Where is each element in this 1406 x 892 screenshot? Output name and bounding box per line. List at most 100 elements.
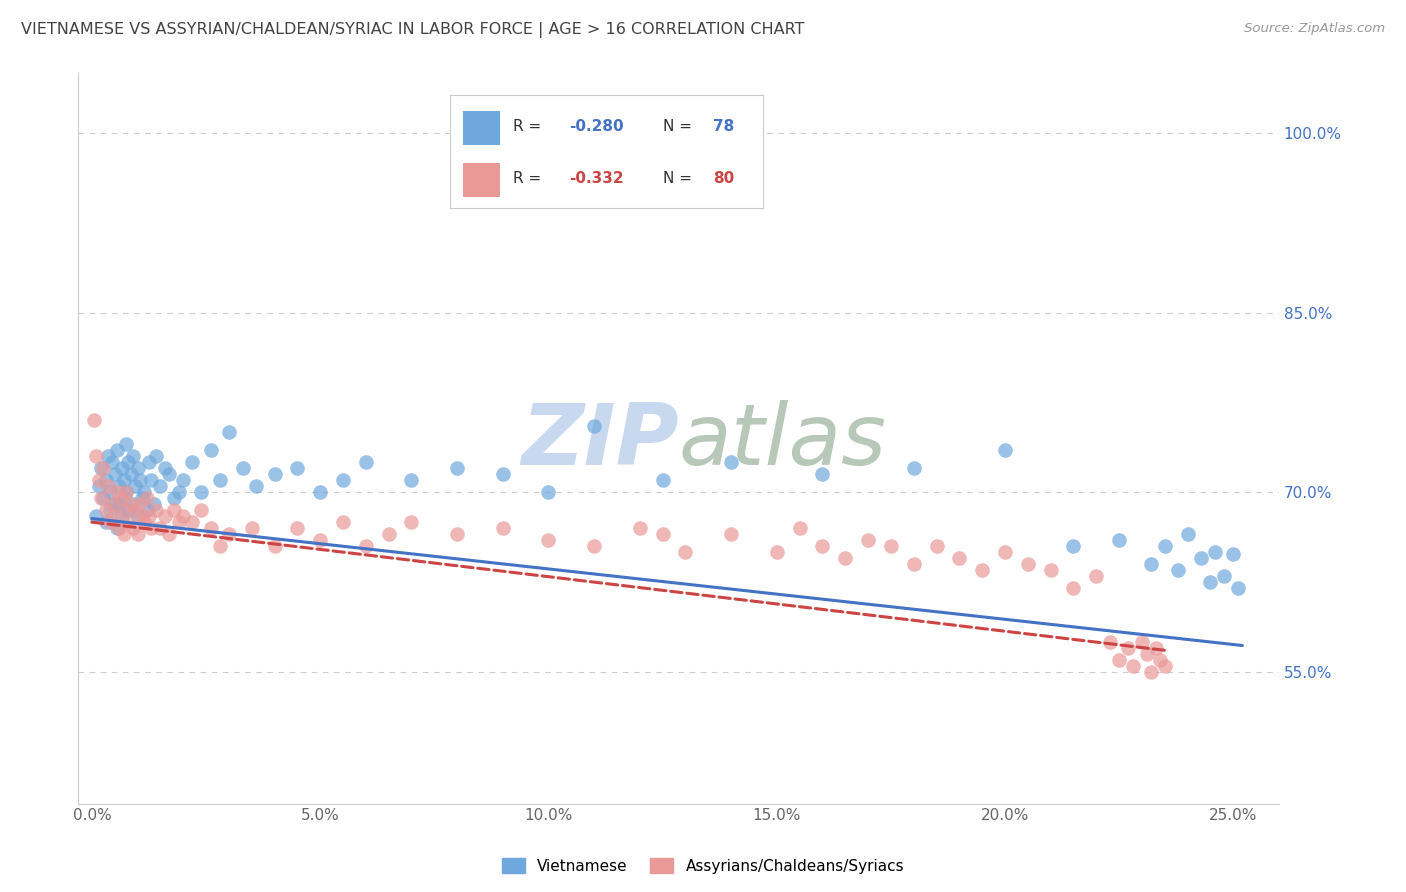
Point — [1167, 563, 1189, 577]
Point — [98, 503, 121, 517]
Point — [98, 515, 121, 529]
Point — [135, 503, 157, 517]
Point — [651, 527, 673, 541]
Point — [110, 491, 132, 506]
Point — [128, 497, 150, 511]
Point — [108, 521, 131, 535]
Point — [232, 461, 254, 475]
Point — [925, 539, 948, 553]
Point — [446, 461, 468, 475]
Point — [583, 419, 606, 434]
Point — [159, 527, 181, 541]
Point — [1144, 640, 1167, 655]
Point — [86, 450, 108, 464]
Point — [104, 467, 127, 482]
Point — [134, 485, 156, 500]
Point — [1153, 539, 1175, 553]
Point — [332, 473, 354, 487]
Point — [1222, 548, 1244, 562]
Point — [112, 473, 135, 487]
Point — [789, 521, 811, 535]
Point — [83, 413, 105, 427]
Point — [142, 497, 165, 511]
Point — [110, 509, 132, 524]
Point — [1017, 557, 1039, 571]
Point — [149, 521, 172, 535]
Point — [117, 455, 139, 469]
Point — [128, 473, 150, 487]
Point — [1062, 539, 1084, 553]
Point — [948, 551, 970, 566]
Point — [105, 521, 128, 535]
Point — [167, 485, 190, 500]
Point — [200, 443, 222, 458]
Point — [1116, 640, 1139, 655]
Point — [1130, 635, 1153, 649]
Point — [117, 515, 139, 529]
Point — [135, 491, 157, 506]
Point — [583, 539, 606, 553]
Point — [190, 503, 212, 517]
Point — [1226, 581, 1249, 595]
Point — [97, 450, 120, 464]
Point — [354, 455, 377, 469]
Point — [141, 521, 163, 535]
Point — [245, 479, 267, 493]
Text: atlas: atlas — [679, 401, 887, 483]
Point — [1204, 545, 1226, 559]
Point — [104, 509, 127, 524]
Point — [98, 485, 121, 500]
Point — [153, 461, 176, 475]
Point — [94, 473, 117, 487]
Point — [101, 497, 124, 511]
Point — [101, 455, 124, 469]
Point — [115, 485, 138, 500]
Point — [90, 461, 112, 475]
Point — [145, 450, 167, 464]
Point — [1149, 653, 1171, 667]
Point — [1098, 635, 1121, 649]
Point — [200, 521, 222, 535]
Point — [1108, 653, 1130, 667]
Point — [131, 491, 153, 506]
Point — [285, 521, 308, 535]
Point — [145, 503, 167, 517]
Text: ZIP: ZIP — [522, 401, 679, 483]
Point — [181, 455, 204, 469]
Point — [492, 521, 515, 535]
Point — [1108, 533, 1130, 548]
Point — [87, 479, 110, 493]
Point — [163, 503, 186, 517]
Point — [108, 479, 131, 493]
Point — [1177, 527, 1199, 541]
Point — [90, 491, 112, 506]
Point — [401, 515, 423, 529]
Point — [492, 467, 515, 482]
Legend: Vietnamese, Assyrians/Chaldeans/Syriacs: Vietnamese, Assyrians/Chaldeans/Syriacs — [496, 852, 910, 880]
Point — [172, 509, 194, 524]
Point — [1039, 563, 1062, 577]
Point — [994, 545, 1017, 559]
Point — [834, 551, 856, 566]
Point — [903, 461, 925, 475]
Point — [105, 485, 128, 500]
Point — [181, 515, 204, 529]
Point — [122, 497, 145, 511]
Point — [124, 479, 146, 493]
Point — [208, 473, 231, 487]
Point — [401, 473, 423, 487]
Point — [332, 515, 354, 529]
Point — [377, 527, 399, 541]
Point — [108, 497, 131, 511]
Point — [537, 485, 560, 500]
Point — [138, 455, 160, 469]
Point — [134, 515, 156, 529]
Point — [149, 479, 172, 493]
Point — [208, 539, 231, 553]
Point — [97, 479, 120, 493]
Point — [1140, 665, 1163, 679]
Point — [309, 533, 332, 548]
Point — [446, 527, 468, 541]
Point — [91, 491, 114, 506]
Point — [94, 515, 117, 529]
